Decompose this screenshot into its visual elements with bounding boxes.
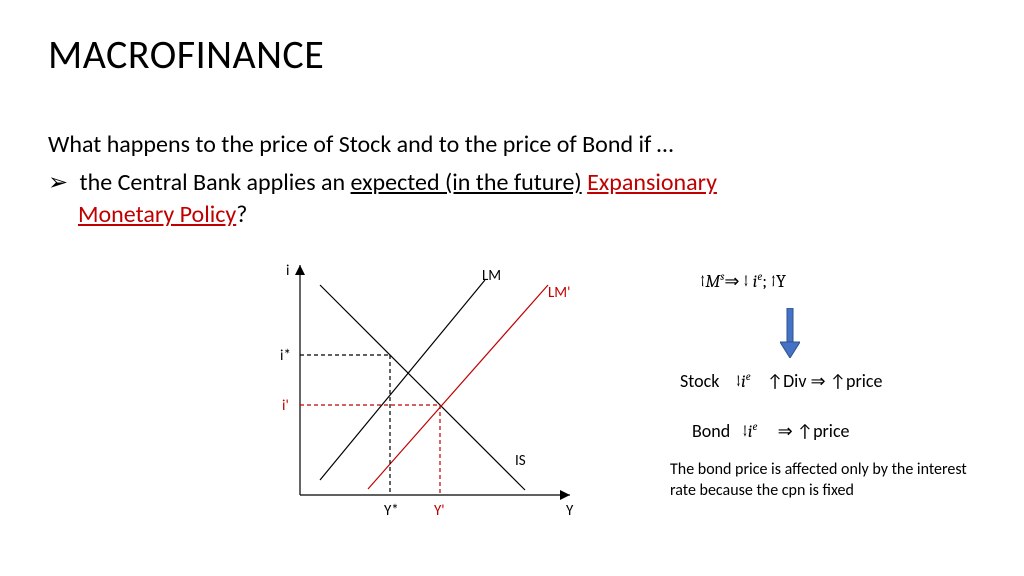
price-label: price <box>813 420 849 442</box>
svg-text:i': i' <box>282 397 289 415</box>
svg-text:Y': Y' <box>434 502 445 520</box>
imply-icon: ⇒ <box>724 271 739 292</box>
up-arrow-icon: ↑ <box>830 370 846 392</box>
imply-icon: ⇒ <box>811 370 826 392</box>
stock-label: Stock <box>680 370 719 392</box>
var-M: M <box>705 271 720 292</box>
svg-text:IS: IS <box>515 452 526 470</box>
down-arrow-icon: ↓ <box>743 271 748 292</box>
var-Y: Y <box>776 271 786 292</box>
bond-row: Bond ↓ie ⇒ ↑price <box>692 420 850 442</box>
svg-text:i: i <box>286 262 289 280</box>
question-underlined: expected (in the future) <box>351 168 582 197</box>
svg-text:Y*: Y* <box>384 502 399 520</box>
sup-e: e <box>752 420 757 433</box>
equation-top: ↑Ms⇒ ↓ ie; ↑Y <box>700 270 786 292</box>
question-red-1: Expansionary <box>587 168 717 197</box>
question-red-2: Monetary Policy <box>78 200 236 229</box>
svg-text:Y: Y <box>566 502 574 520</box>
price-label: price <box>846 370 882 392</box>
semicolon: ; <box>762 271 767 292</box>
sup-e: e <box>746 370 751 383</box>
question-qmark: ? <box>236 200 247 229</box>
stock-row: Stock ↓ie ↑Div ⇒ ↑price <box>680 370 882 392</box>
page-title: MACROFINANCE <box>48 30 324 79</box>
svg-text:LM': LM' <box>548 284 570 302</box>
question-line-1: What happens to the price of Stock and t… <box>48 130 673 159</box>
question-line-3: Monetary Policy? <box>78 200 247 229</box>
down-arrow-big-icon <box>780 308 800 358</box>
svg-text:i*: i* <box>280 347 291 365</box>
bond-label: Bond <box>692 420 730 442</box>
question-line-2: ➢ the Central Bank applies an expected (… <box>48 168 717 197</box>
up-arrow-icon: ↑ <box>767 370 783 392</box>
footnote-text: The bond price is affected only by the i… <box>670 460 990 502</box>
imply-icon: ⇒ <box>778 420 793 442</box>
bullet-icon: ➢ <box>48 168 68 197</box>
question-pre-text: the Central Bank applies an <box>80 168 351 197</box>
islm-chart: i Y IS LM LM' i* Y* i' Y' <box>260 255 600 535</box>
up-arrow-icon: ↑ <box>797 420 813 442</box>
div-label: Div <box>783 370 806 392</box>
svg-text:LM: LM <box>482 267 501 285</box>
